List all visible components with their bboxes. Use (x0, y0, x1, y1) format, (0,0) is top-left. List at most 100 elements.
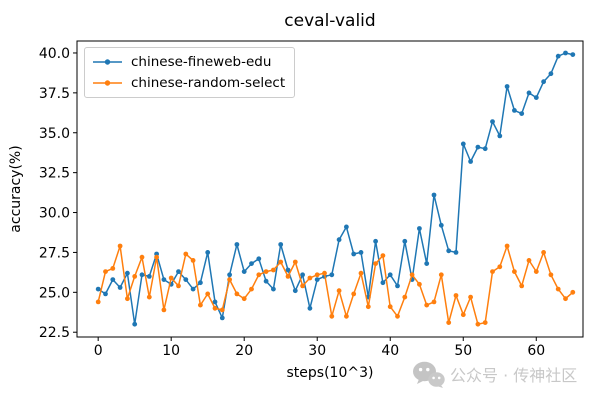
data-point-chinese-random-select (95, 299, 101, 305)
data-point-chinese-fineweb-edu (446, 248, 452, 254)
data-point-chinese-fineweb-edu (431, 192, 437, 198)
data-point-chinese-random-select (263, 269, 269, 274)
data-point-chinese-random-select (278, 259, 284, 265)
data-point-chinese-random-select (110, 266, 116, 271)
data-point-chinese-random-select (256, 272, 262, 278)
data-point-chinese-random-select (154, 254, 160, 260)
data-point-chinese-fineweb-edu (541, 79, 546, 85)
data-point-chinese-fineweb-edu (110, 277, 116, 282)
data-point-chinese-random-select (198, 302, 203, 308)
x-tick-label: 10 (162, 343, 180, 359)
data-point-chinese-random-select (541, 250, 546, 255)
data-point-chinese-fineweb-edu (417, 226, 422, 231)
data-point-chinese-random-select (161, 307, 167, 313)
wechat-logo-icon (413, 361, 445, 388)
data-point-chinese-random-select (526, 258, 532, 263)
data-point-chinese-fineweb-edu (271, 286, 276, 292)
legend: chinese-fineweb-edu chinese-random-selec… (84, 47, 296, 98)
data-point-chinese-random-select (103, 269, 108, 274)
data-point-chinese-fineweb-edu (249, 261, 254, 266)
data-point-chinese-fineweb-edu (300, 272, 305, 278)
legend-marker (104, 80, 111, 86)
data-point-chinese-random-select (365, 304, 371, 310)
data-point-chinese-random-select (234, 291, 240, 297)
data-point-chinese-random-select (292, 259, 298, 265)
data-point-chinese-fineweb-edu (161, 277, 167, 282)
data-point-chinese-fineweb-edu (314, 277, 320, 282)
data-point-chinese-random-select (563, 296, 568, 302)
data-point-chinese-fineweb-edu (198, 280, 203, 286)
data-point-chinese-fineweb-edu (263, 278, 269, 284)
y-tick-label: 27.5 (39, 245, 70, 261)
data-point-chinese-fineweb-edu (387, 272, 393, 278)
data-point-chinese-random-select (205, 291, 211, 297)
data-point-chinese-fineweb-edu (190, 286, 196, 292)
data-point-chinese-random-select (132, 274, 138, 279)
data-point-chinese-random-select (512, 269, 517, 274)
data-point-chinese-random-select (227, 277, 233, 282)
data-point-chinese-fineweb-edu (497, 133, 503, 139)
data-point-chinese-fineweb-edu (132, 321, 138, 327)
data-point-chinese-fineweb-edu (329, 272, 335, 278)
x-tick-label: 20 (235, 343, 253, 359)
data-point-chinese-random-select (497, 264, 503, 270)
data-point-chinese-fineweb-edu (519, 111, 525, 116)
data-point-chinese-random-select (358, 270, 364, 276)
x-tick-label: 0 (94, 343, 103, 359)
data-point-chinese-fineweb-edu (526, 90, 532, 96)
data-point-chinese-fineweb-edu (395, 283, 400, 289)
data-point-chinese-random-select (402, 294, 408, 300)
legend-marker (104, 59, 111, 65)
legend-item-fineweb: chinese-fineweb-edu (92, 53, 285, 71)
data-point-chinese-random-select (548, 272, 554, 278)
plot-border (76, 40, 584, 338)
y-axis-label: accuracy(%) (8, 145, 24, 233)
data-point-chinese-fineweb-edu (424, 261, 430, 266)
data-point-chinese-fineweb-edu (278, 242, 284, 247)
x-axis-label: steps(10^3) (286, 365, 374, 381)
chart-title: ceval-valid (284, 11, 376, 31)
data-point-chinese-fineweb-edu (176, 269, 181, 274)
data-point-chinese-fineweb-edu (285, 267, 291, 273)
y-tick-label: 37.5 (39, 86, 70, 102)
data-point-chinese-random-select (219, 307, 225, 313)
data-point-chinese-random-select (351, 291, 357, 297)
data-point-chinese-fineweb-edu (227, 272, 233, 278)
data-point-chinese-random-select (329, 313, 335, 319)
data-point-chinese-fineweb-edu (219, 315, 225, 321)
data-point-chinese-random-select (373, 261, 378, 266)
data-point-chinese-random-select (336, 288, 342, 294)
x-tick-label: 50 (454, 343, 472, 359)
data-point-chinese-fineweb-edu (183, 277, 189, 282)
series-line-chinese-fineweb-edu (97, 52, 573, 325)
x-tick-label: 30 (308, 343, 326, 359)
data-point-chinese-fineweb-edu (256, 256, 262, 262)
data-point-chinese-random-select (424, 302, 430, 308)
data-point-chinese-fineweb-edu (212, 299, 218, 305)
legend-item-random: chinese-random-select (92, 74, 285, 92)
data-point-chinese-fineweb-edu (117, 285, 123, 290)
data-point-chinese-fineweb-edu (234, 242, 240, 247)
data-point-chinese-random-select (504, 243, 510, 249)
data-point-chinese-random-select (417, 281, 422, 287)
data-point-chinese-fineweb-edu (438, 222, 444, 228)
data-point-chinese-fineweb-edu (95, 286, 101, 292)
data-point-chinese-fineweb-edu (504, 84, 510, 89)
data-point-chinese-fineweb-edu (103, 291, 108, 297)
data-point-chinese-fineweb-edu (512, 108, 517, 113)
data-point-chinese-random-select (409, 272, 415, 278)
data-point-chinese-random-select (183, 251, 189, 257)
data-point-chinese-fineweb-edu (475, 144, 481, 150)
data-point-chinese-fineweb-edu (205, 250, 211, 255)
data-point-chinese-fineweb-edu (351, 251, 357, 257)
data-point-chinese-random-select (139, 254, 145, 260)
y-tick-label: 22.5 (39, 325, 70, 341)
data-point-chinese-fineweb-edu (373, 238, 378, 244)
x-tick-label: 40 (381, 343, 399, 359)
data-point-chinese-fineweb-edu (555, 53, 561, 59)
data-point-chinese-random-select (300, 283, 305, 289)
y-tick-label: 35.0 (39, 126, 70, 142)
data-point-chinese-fineweb-edu (125, 270, 130, 276)
data-point-chinese-random-select (241, 296, 247, 302)
